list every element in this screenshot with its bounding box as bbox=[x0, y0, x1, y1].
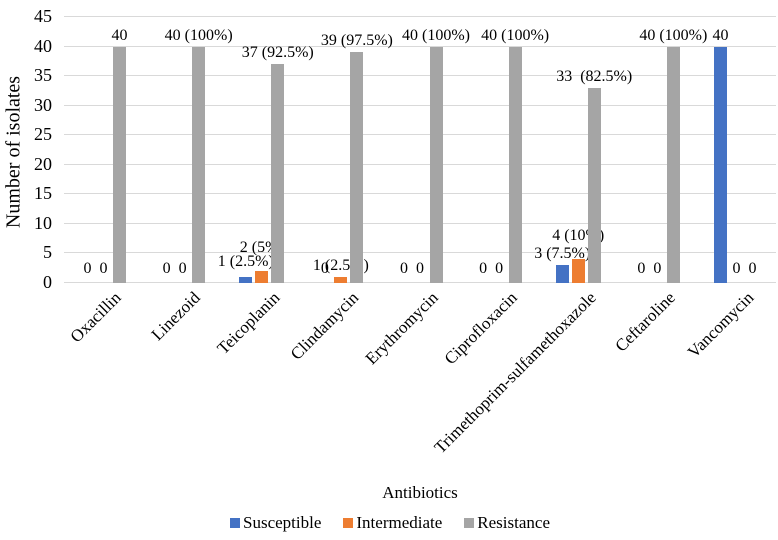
data-label-susceptible-ceftaroline: 0 bbox=[637, 260, 646, 277]
data-label-resistance-trimethoprim-sulfamethoxazole: 33 (82.5%) bbox=[556, 67, 633, 85]
data-label-susceptible-vancomycin: 40 bbox=[712, 26, 729, 44]
bar-susceptible-trimethoprim-sulfamethoxazole bbox=[555, 265, 569, 283]
bar-group-teicoplanin: 1 (2.5%) 2 (5%) 37 (92.5%) bbox=[218, 17, 314, 283]
gridline-y10 bbox=[64, 222, 776, 224]
legend-marker-susceptible bbox=[230, 517, 240, 528]
gridline-y20 bbox=[64, 163, 776, 165]
x-tick-label-oxacillin: Oxacillin bbox=[66, 288, 125, 347]
bar-susceptible-teicoplanin bbox=[239, 277, 253, 283]
y-tick-label-0: 0 bbox=[43, 272, 52, 292]
data-label-resistance-erythromycin: 40 (100%) bbox=[402, 26, 470, 44]
bar-group-vancomycin: 40 0 0 bbox=[712, 17, 759, 283]
data-label-resistance-oxacillin: 40 bbox=[111, 26, 128, 44]
bar-susceptible-vancomycin bbox=[713, 46, 727, 283]
y-tick-label-5: 5 bbox=[43, 242, 52, 263]
data-label-susceptible-ciprofloxacin: 0 bbox=[479, 260, 488, 277]
x-tick-label-trimethoprim-sulfamethoxazole: Trimethoprim-sulfamethoxazole bbox=[430, 288, 600, 458]
gridline-y30 bbox=[64, 104, 776, 106]
bar-resistance-clindamycin bbox=[350, 52, 364, 283]
legend-label-resistance: Resistance bbox=[477, 513, 550, 532]
x-tick-label-clindamycin: Clindamycin bbox=[286, 288, 363, 364]
bar-intermediate-trimethoprim-sulfamethoxazole bbox=[571, 259, 585, 283]
data-label-susceptible-trimethoprim-sulfamethoxazole: 3 (7.5%) bbox=[534, 245, 591, 263]
y-tick-label-30: 30 bbox=[34, 94, 52, 115]
y-tick-label-40: 40 bbox=[34, 35, 52, 56]
bar-group-trimethoprim-sulfamethoxazole: 3 (7.5%) 4 (10%) 33 (82.5%) bbox=[534, 17, 632, 283]
legend-marker-intermediate bbox=[343, 517, 354, 528]
data-label-resistance-linezoid: 40 (100%) bbox=[164, 26, 233, 44]
legend-label-susceptible: Susceptible bbox=[243, 513, 322, 532]
data-label-resistance-ciprofloxacin: 40 (100%) bbox=[481, 26, 550, 44]
y-tick-label-35: 35 bbox=[34, 65, 52, 86]
y-tick-label-25: 25 bbox=[34, 124, 52, 145]
x-tick-label-linezoid: Linezoid bbox=[147, 288, 205, 345]
data-label-intermediate-ceftaroline: 0 bbox=[653, 260, 662, 277]
data-label-intermediate-ciprofloxacin: 0 bbox=[495, 260, 504, 277]
bar-resistance-erythromycin bbox=[429, 46, 443, 283]
x-tick-label-ceftaroline: Ceftaroline bbox=[611, 288, 679, 356]
bar-resistance-oxacillin bbox=[113, 46, 127, 283]
data-label-susceptible-clindamycin: 0 bbox=[320, 260, 329, 277]
bar-resistance-ceftaroline bbox=[666, 46, 680, 283]
gridline-y15 bbox=[64, 193, 776, 195]
y-tick-label-45: 45 bbox=[34, 6, 52, 26]
legend-item-resistance: Resistance bbox=[464, 512, 550, 533]
data-label-resistance-ceftaroline: 40 (100%) bbox=[639, 26, 708, 44]
bar-resistance-ciprofloxacin bbox=[508, 46, 522, 283]
y-tick-label-15: 15 bbox=[34, 183, 52, 204]
bar-resistance-linezoid bbox=[192, 46, 206, 283]
gridline-y5 bbox=[64, 252, 776, 254]
y-tick-label-20: 20 bbox=[34, 153, 52, 174]
data-label-susceptible-teicoplanin: 1 (2.5%) bbox=[217, 253, 274, 271]
chart-legend: Susceptible Intermediate Resistance bbox=[34, 512, 746, 533]
data-label-intermediate-vancomycin: 0 bbox=[732, 260, 741, 277]
data-label-intermediate-erythromycin: 0 bbox=[416, 260, 424, 277]
legend-item-susceptible: Susceptible bbox=[230, 512, 321, 533]
y-tick-label-10: 10 bbox=[34, 212, 52, 233]
gridline-y45 bbox=[64, 16, 776, 17]
bar-group-ciprofloxacin: 0 0 40 (100%) bbox=[477, 17, 549, 283]
gridline-y35 bbox=[64, 75, 776, 77]
gridline-y25 bbox=[64, 134, 776, 136]
data-label-resistance-teicoplanin: 37 (92.5%) bbox=[241, 44, 314, 62]
legend-item-intermediate: Intermediate bbox=[343, 512, 442, 533]
data-label-susceptible-linezoid: 0 bbox=[162, 260, 171, 277]
x-axis-title: Antibiotics bbox=[382, 483, 458, 502]
x-tick-label-vancomycin: Vancomycin bbox=[684, 288, 758, 362]
gridline-y0 bbox=[64, 282, 776, 283]
bar-group-oxacillin: 0 0 40 bbox=[81, 17, 128, 283]
x-tick-label-ciprofloxacin: Ciprofloxacin bbox=[440, 288, 521, 369]
gridline-y40 bbox=[64, 45, 776, 47]
data-label-intermediate-oxacillin: 0 bbox=[99, 260, 108, 277]
bar-intermediate-teicoplanin bbox=[255, 271, 269, 283]
bar-group-ceftaroline: 0 0 40 (100%) bbox=[635, 17, 707, 283]
legend-label-intermediate: Intermediate bbox=[356, 513, 443, 532]
data-label-susceptible-oxacillin: 0 bbox=[83, 260, 92, 277]
legend-marker-resistance bbox=[464, 517, 475, 528]
bar-group-erythromycin: 0 0 40 (100%) bbox=[398, 17, 470, 283]
bar-group-linezoid: 0 0 40 (100%) bbox=[160, 17, 233, 283]
data-label-resistance-clindamycin: 39 (97.5%) bbox=[320, 32, 393, 50]
x-tick-label-erythromycin: Erythromycin bbox=[361, 288, 442, 369]
bar-resistance-teicoplanin bbox=[271, 64, 285, 283]
plot-area: 0 0 40 0 0 40 (100%) 1 (2.5%) 2 (5%) 37 (92.5%) 0… bbox=[64, 16, 776, 283]
bar-resistance-trimethoprim-sulfamethoxazole bbox=[587, 87, 601, 283]
data-label-intermediate-linezoid: 0 bbox=[178, 260, 187, 277]
data-label-susceptible-erythromycin: 0 bbox=[400, 260, 408, 277]
x-tick-label-teicoplanin: Teicoplanin bbox=[213, 288, 284, 359]
bar-intermediate-clindamycin bbox=[334, 277, 348, 283]
data-label-resistance-vancomycin: 0 bbox=[748, 260, 757, 277]
